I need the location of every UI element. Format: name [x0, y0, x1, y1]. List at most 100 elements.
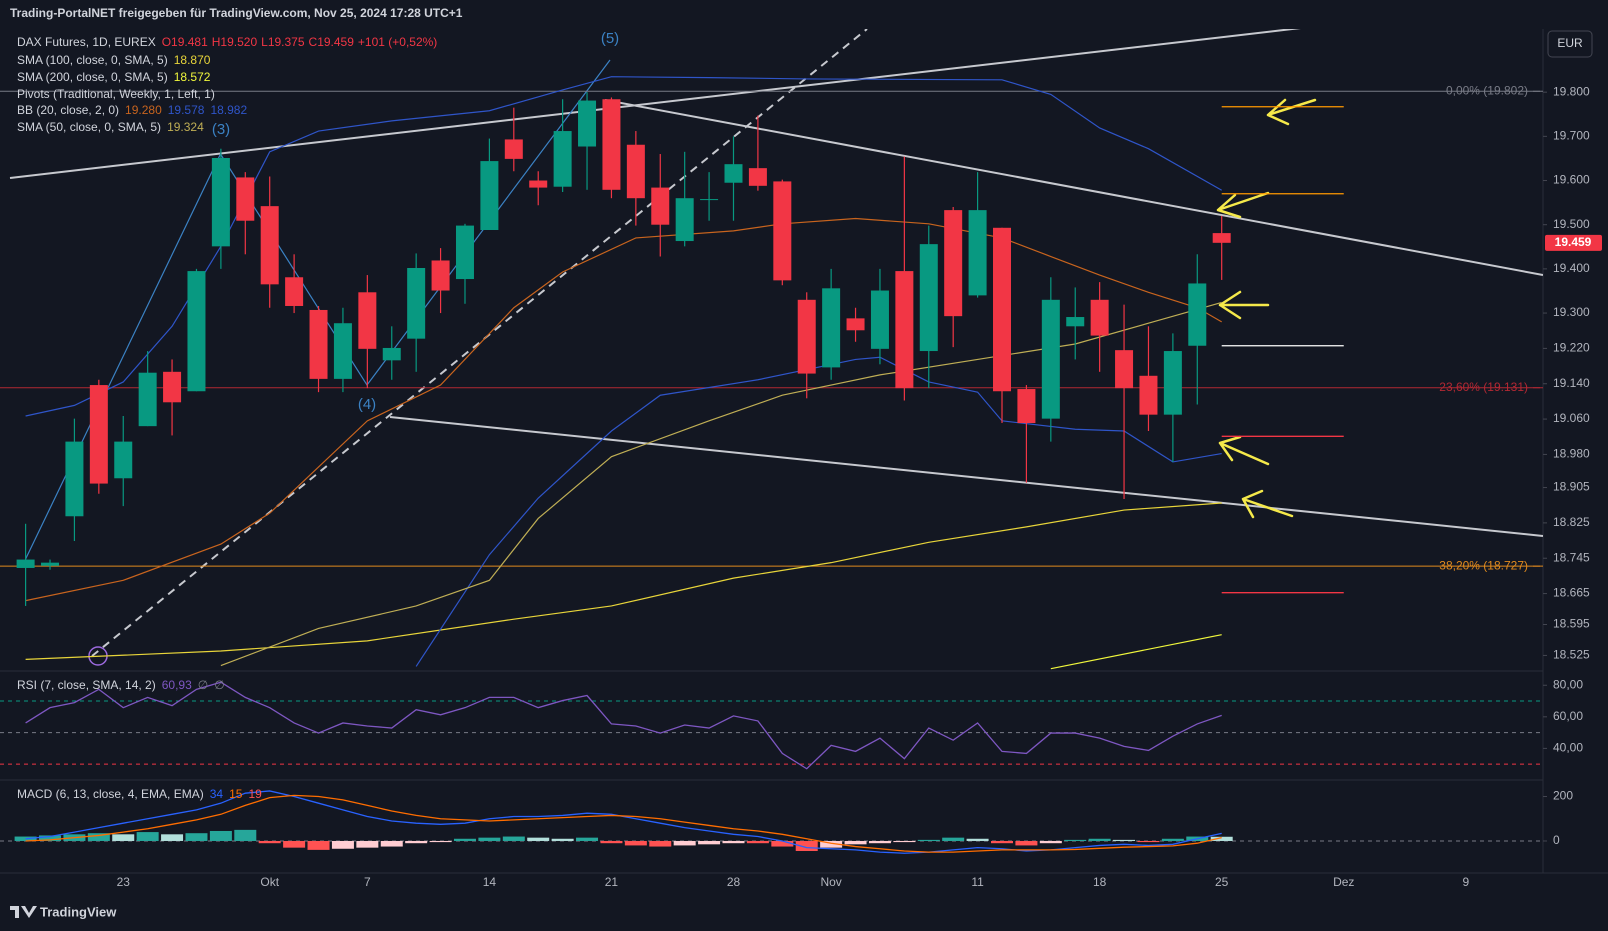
macd-histogram-bar — [673, 840, 696, 846]
ohlc: O19.481 — [161, 35, 208, 49]
indicator-line — [25, 217, 1222, 602]
macd-histogram-bar — [331, 840, 354, 849]
y-tick-label: 18.980 — [1553, 447, 1590, 461]
candle-body — [1017, 389, 1036, 424]
candle-body — [1090, 299, 1109, 336]
candle-body — [724, 164, 743, 183]
ohlc: L19.375 — [261, 35, 305, 49]
indicator-line — [1050, 634, 1222, 670]
y-tick-label: 0 — [1553, 833, 1560, 847]
candle-body — [187, 271, 206, 392]
legend-line: SMA (100, close, 0, SMA, 5) 18.870 — [17, 52, 216, 68]
candle-body — [968, 210, 987, 296]
y-tick-label: 19.140 — [1553, 376, 1590, 390]
wave-label: (4) — [358, 396, 376, 413]
candle-body — [89, 385, 108, 484]
candle-body — [236, 177, 255, 221]
candle-body — [919, 244, 938, 352]
y-tick-label: 80,00 — [1553, 677, 1583, 691]
candle-body — [797, 299, 816, 374]
arrows — [1216, 98, 1317, 519]
indicator-line — [25, 502, 1222, 660]
legend-name: Pivots (Traditional, Weekly, 1, Left, 1) — [17, 86, 215, 101]
legend-main: DAX Futures, 1D, EUREX O19.481 H19.520 L19.… — [17, 34, 443, 50]
candle-body — [309, 309, 328, 379]
brand-logo — [10, 906, 37, 918]
trend-line — [9, 29, 1301, 179]
candle-body — [1139, 375, 1158, 415]
rsi-line — [25, 681, 1222, 770]
candle-body — [822, 288, 841, 368]
macd-histogram-bar — [820, 840, 843, 848]
macd-histogram-bar — [746, 840, 769, 844]
legend-value: 15 — [229, 787, 243, 801]
candle-body — [504, 139, 523, 159]
macd-histogram-bar — [1113, 839, 1136, 841]
legend-value: 19 — [248, 787, 262, 801]
candle-body — [65, 441, 84, 517]
candle-body — [41, 562, 60, 566]
macd-histogram-bar — [112, 834, 135, 841]
legend-line: MACD (6, 13, close, 4, EMA, EMA) 34 15 19 — [17, 786, 268, 802]
x-tick-label: 18 — [1093, 875, 1107, 889]
macd-histogram-bar — [624, 840, 647, 846]
legend-line: SMA (50, close, 0, SMA, 5) 19.324 — [17, 119, 210, 135]
legend-value: 18.572 — [173, 69, 211, 84]
macd-histogram-bar — [649, 840, 672, 847]
legend-value: 19.578 — [167, 103, 205, 118]
dashed-trend-line — [91, 29, 868, 657]
macd-histogram-bar — [551, 838, 574, 841]
brand-name: TradingView — [40, 904, 117, 919]
macd-histogram-bar — [502, 836, 525, 841]
wave-label: (5) — [601, 30, 619, 47]
legend-name: BB (20, close, 2, 0) — [17, 103, 120, 118]
fib-label: 23,60% (19.131) — [1439, 380, 1528, 394]
candle-body — [675, 198, 694, 242]
macd-histogram-bar — [868, 840, 891, 844]
last-price-tag — [1545, 234, 1602, 251]
symbol: DAX Futures, 1D, EUREX — [17, 35, 156, 49]
macd-histogram-bar — [453, 838, 476, 841]
candle-body — [138, 372, 157, 427]
macd-histogram-bar — [161, 834, 184, 841]
y-tick-label: 18.525 — [1553, 648, 1590, 662]
legend-value: 60,93 — [161, 678, 192, 692]
x-tick-label: 11 — [971, 875, 984, 889]
y-tick-label: 19.220 — [1553, 341, 1590, 355]
macd-histogram-bar — [429, 840, 452, 843]
candle-body — [382, 347, 401, 361]
macd-histogram-bar — [942, 837, 965, 841]
candle-body — [1212, 233, 1231, 243]
legend-value: 18.982 — [210, 103, 248, 118]
legend-name: MACD (6, 13, close, 4, EMA, EMA) — [17, 787, 204, 801]
candle-body — [480, 161, 499, 231]
y-tick-label: 60,00 — [1553, 709, 1583, 723]
last-price-label: 19.459 — [1555, 235, 1592, 249]
candle-body — [455, 225, 474, 280]
currency-label[interactable]: EUR — [1557, 36, 1583, 50]
candle-body — [626, 144, 645, 199]
candle-body — [407, 267, 426, 339]
candle-body — [870, 290, 889, 349]
macd-histogram-bar — [698, 840, 721, 845]
macd-histogram-bar — [600, 840, 623, 844]
macd-histogram-bar — [527, 837, 550, 841]
y-tick-label: 19.400 — [1553, 261, 1590, 275]
macd-histogram-bar — [795, 840, 818, 851]
y-tick-label: 18.905 — [1553, 480, 1590, 494]
candle-body — [944, 210, 963, 317]
candle-body — [1163, 351, 1182, 415]
candle-body — [211, 157, 230, 247]
candle-body — [114, 441, 133, 479]
candle-body — [651, 187, 670, 225]
macd-histogram-bar — [307, 840, 330, 850]
candle-body — [163, 371, 182, 403]
macd-histogram-bar — [1015, 840, 1038, 846]
legend-line: BB (20, close, 2, 0) 19.280 19.578 18.982 — [17, 102, 253, 118]
candle-body — [602, 99, 621, 190]
legend-line: Pivots (Traditional, Weekly, 1, Left, 1) — [17, 86, 221, 102]
signal-line — [25, 794, 1222, 853]
currency-button[interactable] — [1547, 30, 1593, 58]
trend-line — [604, 99, 1543, 276]
